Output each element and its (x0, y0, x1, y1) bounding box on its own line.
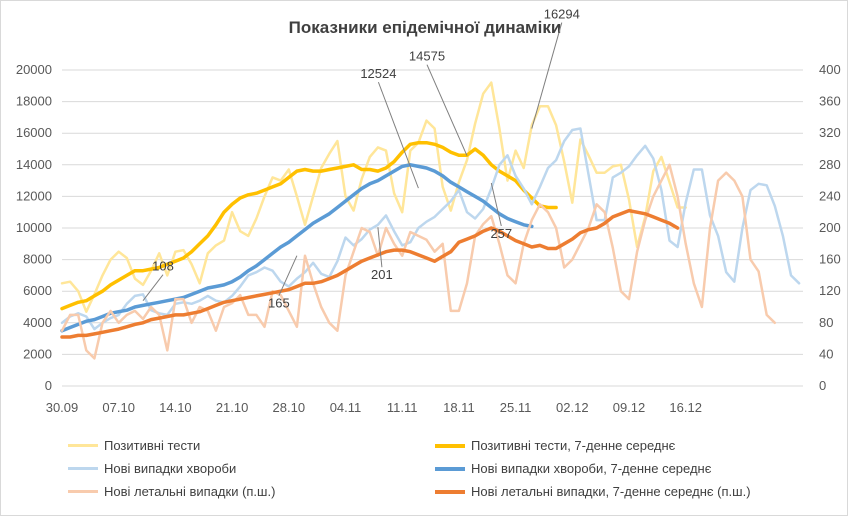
right-axis-tick-label: 400 (819, 62, 841, 77)
series-lines (60, 81, 801, 360)
left-axis-tick-label: 20000 (16, 62, 52, 77)
left-axis-ticks: 0 2000 4000 6000 8000 10000 12000 14000 16000 180… (16, 62, 52, 393)
right-axis-tick-label: 160 (819, 252, 841, 267)
x-axis-tick-label: 02.12 (556, 400, 589, 415)
left-axis-tick-label: 10000 (16, 220, 52, 235)
x-axis-tick-label: 04.11 (330, 400, 362, 415)
right-axis-tick-label: 40 (819, 346, 833, 361)
annotation-label: 12524 (360, 66, 396, 81)
right-axis-tick-label: 80 (819, 315, 833, 330)
legend-swatch (68, 467, 98, 470)
series-line-4 (60, 163, 777, 360)
right-axis-tick-label: 280 (819, 157, 841, 172)
legend-item: Нові випадки хвороби (68, 461, 236, 476)
right-axis-tick-label: 240 (819, 188, 841, 203)
annotation-leader (377, 81, 419, 189)
annotation-leader (490, 182, 502, 227)
x-axis-tick-label: 25.11 (500, 400, 532, 415)
left-axis-tick-label: 14000 (16, 157, 52, 172)
x-axis-tick-label: 14.10 (159, 400, 192, 415)
legend-swatch (68, 490, 98, 493)
right-axis-tick-label: 360 (819, 94, 841, 109)
legend-item: Нові випадки хвороби, 7-денне середнє (435, 461, 711, 476)
legend-label: Нові випадки хвороби (104, 461, 237, 476)
chart-title: Показники епідемічної динаміки (288, 18, 562, 37)
gridlines (62, 69, 803, 387)
legend-label: Позитивні тести (104, 438, 201, 453)
x-axis-tick-label: 07.10 (102, 400, 135, 415)
series-line-1 (60, 140, 558, 311)
legend-label: Нові випадки хвороби, 7-денне середнє (471, 461, 712, 476)
annotation-leader (531, 22, 563, 129)
right-axis-tick-label: 120 (819, 283, 841, 298)
legend-label: Нові летальні випадки, 7-денне середнє (… (471, 484, 751, 499)
right-axis-ticks: 0 40 80 120 160 200 240 280 320 360 400 (819, 62, 841, 393)
annotation-label: 165 (268, 296, 290, 311)
x-axis-tick-label: 21.10 (216, 400, 249, 415)
x-axis-tick-label: 18.11 (443, 400, 475, 415)
legend-swatch (435, 489, 465, 494)
legend-swatch (68, 444, 98, 447)
series-line-5 (60, 208, 680, 339)
x-axis-tick-label: 30.09 (46, 400, 79, 415)
x-axis-tick-label: 09.12 (613, 400, 646, 415)
legend-item: Нові летальні випадки (п.ш.) (68, 484, 275, 499)
annotations: 108 165 201 257 12524 14575 16294 (142, 7, 580, 311)
legend-item: Позитивні тести, 7-денне середнє (435, 438, 675, 453)
annotation-leader (426, 64, 468, 156)
left-axis-tick-label: 4000 (23, 315, 52, 330)
annotation-leader (377, 227, 383, 268)
left-axis-tick-label: 0 (45, 378, 52, 393)
series-line-3 (60, 163, 534, 333)
legend-label: Позитивні тести, 7-денне середнє (471, 438, 676, 453)
x-axis-tick-label: 16.12 (669, 400, 702, 415)
annotation-label: 16294 (544, 7, 580, 22)
left-axis-tick-label: 6000 (23, 283, 52, 298)
annotation-leader (278, 255, 298, 296)
right-axis-tick-label: 200 (819, 220, 841, 235)
left-axis-tick-label: 12000 (16, 188, 52, 203)
legend-swatch (435, 466, 465, 471)
annotation-label: 257 (490, 226, 512, 241)
legend-item: Позитивні тести (68, 438, 200, 453)
legend-label: Нові летальні випадки (п.ш.) (104, 484, 276, 499)
x-axis-ticks: 30.09 07.10 14.10 21.10 28.10 04.11 11.11 18.11… (46, 400, 702, 415)
annotation-label: 201 (371, 267, 393, 282)
left-axis-tick-label: 18000 (16, 94, 52, 109)
right-axis-tick-label: 320 (819, 125, 841, 140)
annotation-label: 14575 (409, 49, 445, 64)
legend-item: Нові летальні випадки, 7-денне середнє (… (435, 484, 751, 499)
left-axis-tick-label: 2000 (23, 346, 52, 361)
left-axis-tick-label: 16000 (16, 125, 52, 140)
annotation-label: 108 (152, 259, 174, 274)
x-axis-tick-label: 28.10 (273, 400, 306, 415)
annotation-leader (142, 274, 164, 301)
legend-swatch (435, 443, 465, 448)
right-axis-tick-label: 0 (819, 378, 826, 393)
left-axis-tick-label: 8000 (23, 252, 52, 267)
x-axis-tick-label: 11.11 (387, 400, 418, 415)
